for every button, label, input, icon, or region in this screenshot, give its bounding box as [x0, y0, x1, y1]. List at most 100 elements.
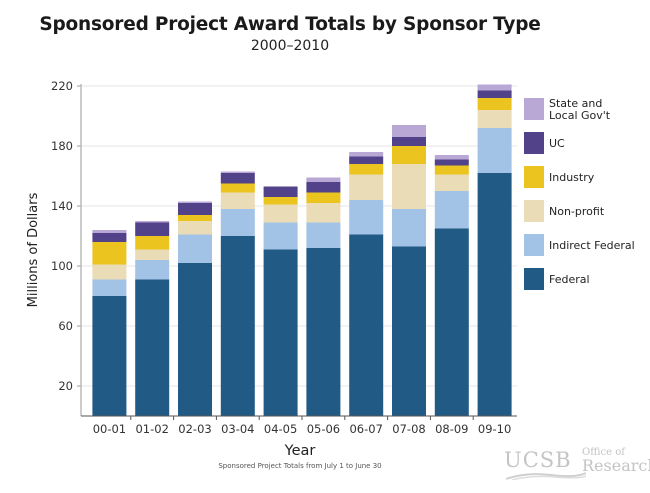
chart-footnote: Sponsored Project Totals from July 1 to … — [218, 462, 382, 470]
bar-segment-industry-08-09 — [434, 165, 469, 175]
x-axis-ticks: 00-01 01-02 02-03 03-04 04-05 05-06 06-07 07-08… — [93, 416, 511, 436]
bar-segment-uc-03-04 — [220, 173, 255, 184]
bar-segment-non-profit-01-02 — [135, 249, 170, 260]
bar-segment-federal-08-09 — [434, 228, 469, 416]
legend-swatch — [524, 234, 544, 256]
x-tick-label: 02-03 — [178, 422, 211, 436]
logo-office-of-text: Office of — [582, 447, 625, 458]
bar-segment-non-profit-02-03 — [178, 221, 212, 235]
bar-segment-industry-04-05 — [263, 197, 298, 205]
y-tick-label: 220 — [51, 79, 73, 93]
legend-label: State and Local Gov't — [549, 97, 611, 122]
bar-segment-uc-02-03 — [178, 203, 212, 215]
bar-segment-indirect-federal-03-04 — [220, 209, 255, 236]
bar-stack-03-04 — [220, 171, 255, 416]
legend-label: Federal — [549, 273, 590, 286]
bar-segment-federal-05-06 — [306, 248, 341, 416]
bar-segment-non-profit-03-04 — [220, 192, 255, 209]
y-axis-ticks: 20 60 100 140 180 220 — [51, 79, 81, 393]
bars — [92, 84, 512, 416]
bar-segment-state-and-local-gov-t-00-01 — [92, 230, 127, 233]
legend-item-indirect-federal: Indirect Federal — [524, 234, 635, 256]
bar-segment-state-and-local-gov-t-08-09 — [434, 155, 469, 160]
legend-swatch — [524, 200, 544, 222]
bar-segment-indirect-federal-09-10 — [477, 128, 512, 173]
bar-segment-uc-07-08 — [392, 137, 426, 146]
legend-label: UC — [549, 137, 565, 150]
bar-segment-non-profit-07-08 — [392, 164, 426, 209]
bar-segment-federal-02-03 — [178, 263, 212, 416]
bar-segment-indirect-federal-08-09 — [434, 191, 469, 229]
legend-swatch — [524, 98, 544, 120]
legend-item-industry: Industry — [524, 166, 595, 188]
axes — [80, 84, 517, 417]
bar-segment-non-profit-08-09 — [434, 174, 469, 191]
legend-item-state-and-local-gov-t: State and Local Gov't — [524, 97, 611, 122]
bar-stack-04-05 — [263, 186, 298, 416]
bar-segment-uc-04-05 — [263, 186, 298, 197]
bar-segment-industry-00-01 — [92, 242, 127, 265]
legend-label: Non-profit — [549, 205, 605, 218]
bar-segment-non-profit-00-01 — [92, 264, 127, 280]
logo-research-text: Research — [582, 456, 650, 475]
bar-segment-state-and-local-gov-t-09-10 — [477, 84, 512, 91]
bar-segment-federal-07-08 — [392, 246, 426, 416]
y-tick-label: 60 — [58, 319, 73, 333]
legend-swatch — [524, 132, 544, 154]
bar-segment-industry-07-08 — [392, 146, 426, 164]
x-tick-label: 06-07 — [349, 422, 382, 436]
x-tick-label: 00-01 — [93, 422, 126, 436]
bar-segment-industry-09-10 — [477, 98, 512, 110]
legend-item-non-profit: Non-profit — [524, 200, 605, 222]
bar-segment-indirect-federal-02-03 — [178, 234, 212, 263]
bar-segment-federal-03-04 — [220, 236, 255, 416]
bar-stack-09-10 — [477, 84, 512, 416]
bar-segment-state-and-local-gov-t-05-06 — [306, 177, 341, 182]
x-tick-label: 05-06 — [307, 422, 340, 436]
bar-segment-federal-01-02 — [135, 279, 170, 416]
bar-segment-non-profit-09-10 — [477, 110, 512, 128]
legend-item-uc: UC — [524, 132, 565, 154]
bar-segment-industry-05-06 — [306, 192, 341, 203]
bar-segment-indirect-federal-04-05 — [263, 222, 298, 250]
bar-segment-state-and-local-gov-t-07-08 — [392, 125, 426, 137]
x-tick-label: 01-02 — [135, 422, 168, 436]
x-tick-label: 07-08 — [392, 422, 425, 436]
bar-stack-06-07 — [349, 152, 384, 416]
y-tick-label: 20 — [58, 379, 73, 393]
bar-segment-industry-01-02 — [135, 236, 170, 250]
bar-segment-federal-04-05 — [263, 249, 298, 416]
bar-stack-05-06 — [306, 177, 341, 416]
x-tick-label: 03-04 — [221, 422, 254, 436]
legend-swatch — [524, 166, 544, 188]
bar-segment-indirect-federal-00-01 — [92, 279, 127, 296]
bar-segment-non-profit-04-05 — [263, 204, 298, 223]
bar-stack-07-08 — [392, 125, 426, 416]
bar-segment-non-profit-05-06 — [306, 203, 341, 223]
bar-segment-federal-00-01 — [92, 296, 127, 416]
bar-stack-01-02 — [135, 221, 170, 416]
bar-segment-federal-09-10 — [477, 173, 512, 416]
bar-stack-00-01 — [92, 230, 127, 416]
bar-segment-industry-03-04 — [220, 183, 255, 193]
legend-label: Indirect Federal — [549, 239, 635, 252]
bar-segment-indirect-federal-06-07 — [349, 200, 384, 235]
logo-swoosh-icon — [506, 472, 586, 480]
chart-subtitle: 2000–2010 — [250, 38, 330, 54]
x-tick-label: 09-10 — [478, 422, 511, 436]
bar-stack-08-09 — [434, 155, 469, 416]
bar-segment-industry-06-07 — [349, 164, 384, 175]
legend-item-federal: Federal — [524, 268, 590, 290]
bar-segment-uc-01-02 — [135, 222, 170, 236]
bar-segment-indirect-federal-01-02 — [135, 260, 170, 280]
bar-segment-uc-06-07 — [349, 156, 384, 164]
bar-segment-industry-02-03 — [178, 215, 212, 221]
bar-segment-state-and-local-gov-t-02-03 — [178, 201, 212, 203]
x-tick-label: 08-09 — [435, 422, 468, 436]
x-axis-label: Year — [284, 443, 316, 459]
bar-segment-uc-09-10 — [477, 90, 512, 98]
y-tick-label: 100 — [51, 259, 73, 273]
bar-segment-state-and-local-gov-t-06-07 — [349, 152, 384, 157]
bar-segment-indirect-federal-05-06 — [306, 222, 341, 248]
